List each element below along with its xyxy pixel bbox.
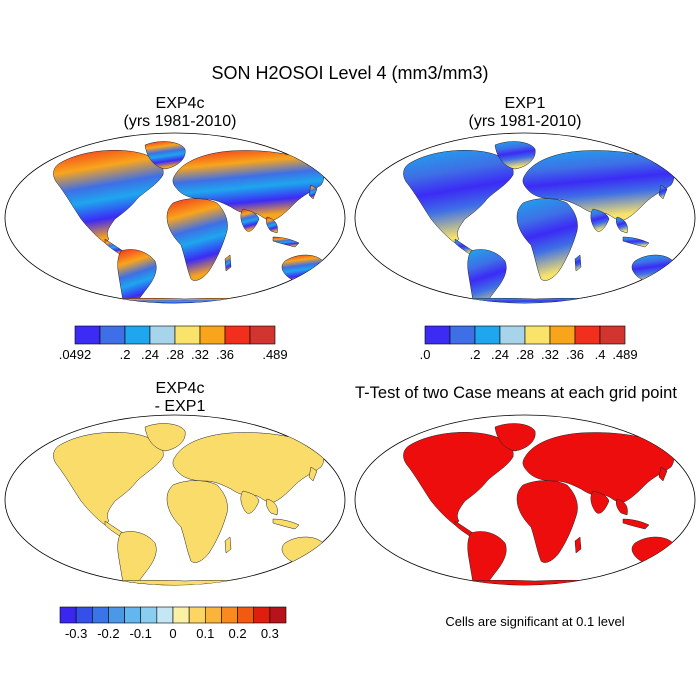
colorbar-label: 0.1 (196, 626, 214, 641)
colorbar-label: 0.2 (229, 626, 247, 641)
panel-3-title: EXP4c (155, 380, 205, 397)
colorbar-swatch (524, 325, 551, 345)
colorbar-label: 0 (169, 626, 176, 641)
colorbar-swatch (249, 325, 276, 345)
colorbar-label: .24 (141, 347, 159, 362)
colorbar-2: .0 .2 .24 .28 .32 .36 .4 .489 (420, 325, 638, 362)
colorbar-label: -0.1 (130, 626, 152, 641)
colorbar-label: .28 (166, 347, 184, 362)
colorbar-label: .489 (612, 347, 637, 362)
colorbar-swatch (124, 325, 151, 345)
colorbar-label: .32 (541, 347, 559, 362)
colorbar-label: -0.2 (97, 626, 119, 641)
colorbar-swatch (204, 606, 222, 624)
colorbar-label: .0492 (59, 347, 92, 362)
panel-2-subtitle: (yrs 1981-2010) (468, 113, 582, 130)
colorbar-swatch (221, 606, 238, 624)
colorbar-swatch (224, 325, 251, 345)
colorbar-swatch (172, 606, 190, 624)
panel-1-subtitle: (yrs 1981-2010) (123, 113, 237, 130)
colorbar-swatch (574, 325, 601, 345)
colorbar-label: .0 (420, 347, 431, 362)
map-ttest (354, 414, 696, 586)
colorbar-swatch (253, 606, 271, 624)
colorbar-swatch (108, 606, 125, 624)
colorbar-swatch (124, 606, 142, 624)
colorbar-label: .4 (595, 347, 606, 362)
colorbar-swatch (474, 325, 501, 345)
colorbar-swatch (140, 606, 158, 624)
colorbar-swatch (599, 325, 626, 345)
colorbar-swatch (449, 325, 476, 345)
figure-title: SON H2OSOI Level 4 (mm3/mm3) (211, 63, 489, 83)
colorbar-label: .28 (516, 347, 534, 362)
colorbar-swatch (75, 606, 93, 624)
colorbar-label: .2 (470, 347, 481, 362)
colorbar-swatch (188, 606, 206, 624)
panel-3-subtitle: - EXP1 (154, 398, 206, 415)
colorbar-swatch (237, 606, 255, 624)
colorbar-label: .24 (491, 347, 509, 362)
colorbar-swatch (549, 325, 576, 345)
colorbar-3: -0.3 -0.2 -0.1 0 0.1 0.2 0.3 (59, 606, 287, 641)
colorbar-label: -0.3 (65, 626, 87, 641)
colorbar-swatch (156, 606, 174, 624)
map-exp4c (4, 132, 346, 304)
colorbar-swatch (99, 325, 126, 345)
colorbar-swatch (149, 325, 176, 345)
colorbar-label: .2 (120, 347, 131, 362)
colorbar-swatch (74, 325, 101, 345)
panel-4-title: T-Test of two Case means at each grid po… (355, 384, 677, 402)
colorbar-swatch (91, 606, 109, 624)
map-exp1 (354, 132, 696, 304)
colorbar-label: .32 (191, 347, 209, 362)
significance-note: Cells are significant at 0.1 level (445, 614, 625, 629)
colorbar-swatch (59, 606, 77, 624)
panel-2-title: EXP1 (504, 95, 546, 112)
colorbar-swatch (424, 325, 451, 345)
colorbar-swatch (269, 606, 287, 624)
map-difference (4, 414, 346, 586)
colorbar-swatch (199, 325, 226, 345)
panel-1-title: EXP4c (155, 95, 205, 112)
colorbar-swatch (174, 325, 201, 345)
colorbar-label: .36 (216, 347, 234, 362)
colorbar-label: .36 (566, 347, 584, 362)
colorbar-swatch (499, 325, 526, 345)
colorbar-label: .489 (262, 347, 287, 362)
colorbar-1: .0492 .2 .24 .28 .32 .36 .489 (59, 325, 288, 362)
colorbar-label: 0.3 (261, 626, 279, 641)
